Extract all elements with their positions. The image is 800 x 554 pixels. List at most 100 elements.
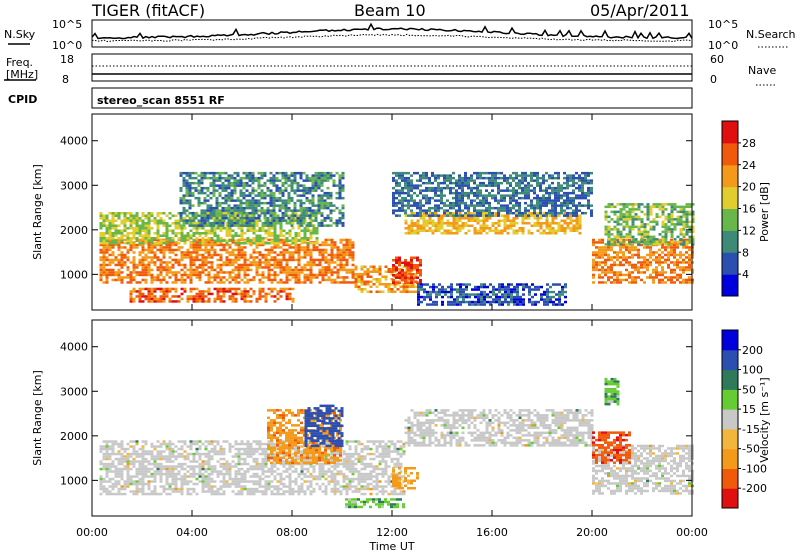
data-cell [273,232,277,235]
data-cell [188,174,192,177]
data-cell [341,174,345,177]
data-cell [203,171,207,175]
data-cell [548,227,552,230]
data-cell [126,219,130,222]
data-cell [667,246,670,249]
data-cell [135,232,139,235]
data-cell [330,251,334,254]
data-cell [237,246,241,249]
data-cell [516,300,519,304]
data-cell [461,224,465,227]
data-cell [219,237,223,240]
data-cell [578,201,581,205]
data-cell [129,212,133,215]
data-cell [503,224,507,227]
data-cell [595,253,598,257]
data-cell [419,264,422,267]
data-cell [114,214,118,217]
data-cell [488,204,491,207]
data-cell [587,171,590,175]
data-cell [309,261,313,264]
data-cell [224,194,228,197]
data-cell [341,224,345,227]
data-cell [270,227,274,230]
data-cell [601,261,604,264]
data-cell [207,238,211,242]
data-cell [213,268,217,272]
data-cell [177,222,181,225]
data-cell [276,219,280,222]
data-cell [153,256,157,259]
data-cell [273,246,277,249]
data-cell [278,191,282,195]
data-cell [592,273,595,277]
data-cell [598,251,601,254]
data-cell [230,181,234,185]
data-cell [299,194,303,197]
data-cell [177,263,181,267]
data-cell [195,238,199,242]
data-cell [257,191,261,195]
data-cell [625,218,629,221]
data-cell [311,179,315,182]
data-cell [219,229,223,232]
data-cell [105,273,109,277]
data-cell [185,209,189,212]
data-cell [102,246,106,249]
data-cell [332,174,336,177]
data-cell [305,179,309,182]
data-cell [204,234,208,237]
data-cell [413,184,416,187]
data-cell [255,273,259,277]
data-cell [566,227,570,230]
data-cell [291,239,295,242]
data-cell [209,176,213,180]
data-cell [688,248,691,252]
data-cell [132,232,136,235]
data-cell [435,293,438,296]
data-cell [315,237,319,240]
data-cell [303,234,307,237]
data-cell [264,266,268,269]
data-cell [195,229,199,232]
data-cell [168,251,172,254]
data-cell [649,228,653,231]
data-cell [452,201,455,205]
data-cell [237,281,241,284]
data-cell [652,225,656,229]
data-cell [461,222,465,225]
data-cell [467,206,470,210]
data-cell [180,229,184,232]
data-cell [273,242,277,245]
data-cell [123,256,127,259]
data-cell [539,204,542,207]
data-cell [569,176,572,180]
data-cell [186,253,190,257]
data-cell [419,204,422,207]
data-cell [261,266,265,269]
data-cell [339,268,343,272]
data-cell [498,288,501,291]
data-cell [524,222,528,225]
data-cell [197,191,201,195]
data-cell [387,288,391,291]
data-cell [441,303,444,306]
data-cell [527,232,531,235]
data-cell [395,196,398,200]
data-cell [308,201,312,205]
data-cell [411,290,415,293]
data-cell [652,243,656,246]
data-cell [655,261,658,264]
data-cell [303,268,307,272]
data-cell [551,219,555,222]
data-cell [673,271,676,274]
data-cell [129,239,133,242]
data-cell [203,201,207,205]
data-cell [545,211,548,215]
data-cell [417,293,420,296]
data-cell [476,196,479,200]
data-cell [294,273,298,277]
data-cell [518,191,521,195]
data-cell [323,179,327,182]
data-cell [188,204,192,207]
